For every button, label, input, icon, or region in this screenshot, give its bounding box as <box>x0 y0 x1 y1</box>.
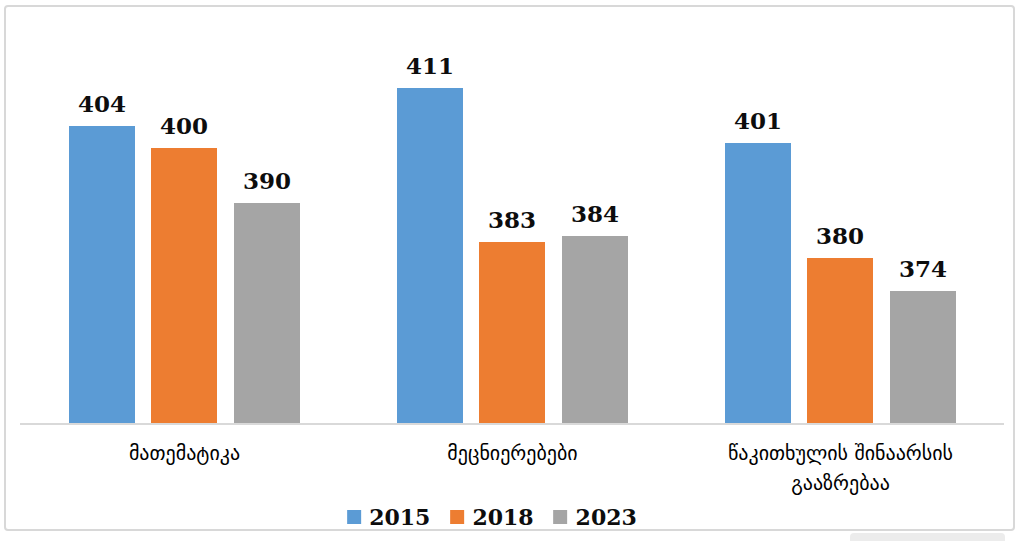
bar-2018-1 <box>151 148 217 423</box>
bar-value-label: 404 <box>78 92 126 116</box>
legend-label: 2015 <box>369 504 430 530</box>
bar-2018-2 <box>479 242 545 424</box>
bar-value-label: 390 <box>243 169 291 193</box>
legend-color-swatch-icon <box>450 510 464 524</box>
category-label-1: მათემატიკა <box>35 438 335 468</box>
bar-value-label: 411 <box>406 54 454 78</box>
legend-item-2015: 2015 <box>347 504 430 530</box>
bar-2015-2 <box>397 88 463 424</box>
bar-2023-1 <box>234 203 300 423</box>
bar-2015-1 <box>69 126 135 423</box>
legend: 2015 2018 2023 <box>347 504 637 530</box>
legend-color-swatch-icon <box>347 510 361 524</box>
bar-value-label: 384 <box>571 202 619 226</box>
plot-area: 404 400 390 411 383 384 401 380 374 <box>0 0 1024 423</box>
cutoff-overlay-element <box>850 533 1005 541</box>
legend-item-2018: 2018 <box>450 504 533 530</box>
bar-value-label: 380 <box>816 224 864 248</box>
bar-2023-2 <box>562 236 628 423</box>
bar-2023-3 <box>890 291 956 423</box>
legend-label: 2023 <box>576 504 637 530</box>
bar-value-label: 400 <box>160 114 208 138</box>
legend-item-2023: 2023 <box>554 504 637 530</box>
bar-value-label: 401 <box>734 109 782 133</box>
bar-value-label: 383 <box>488 208 536 232</box>
legend-color-swatch-icon <box>554 510 568 524</box>
x-axis-line <box>20 423 1004 425</box>
bar-2018-3 <box>807 258 873 423</box>
category-label-2: მეცნიერებები <box>363 438 663 468</box>
category-label-3: წაკითხულის შინაარსის გააზრებაა <box>691 438 991 498</box>
legend-label: 2018 <box>472 504 533 530</box>
bar-2015-3 <box>725 143 791 424</box>
bar-value-label: 374 <box>899 257 947 281</box>
chart-screenshot: 404 400 390 411 383 384 401 380 374 მათემატიკა მე… <box>0 0 1024 541</box>
